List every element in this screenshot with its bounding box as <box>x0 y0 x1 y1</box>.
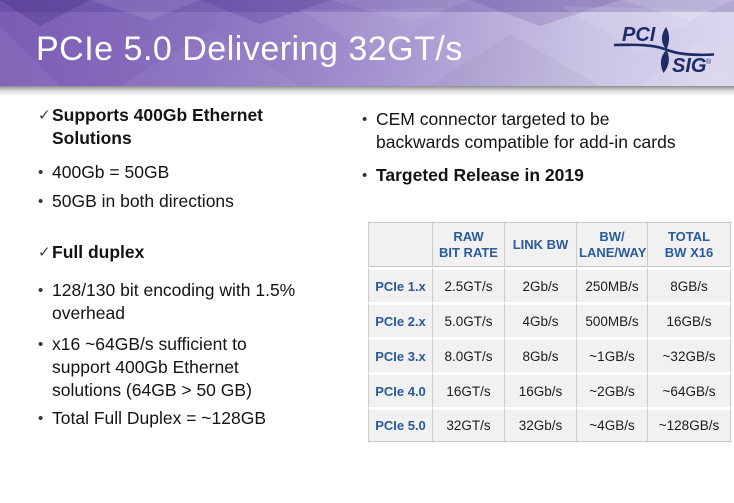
list-item-text: 400Gb = 50GB <box>52 162 170 182</box>
pci-sig-logo: PCI SIG ® <box>614 24 714 77</box>
right-column: • CEM connector targeted to be backwards… <box>352 108 727 187</box>
cell-total-bw-x16: 16GB/s <box>647 302 731 337</box>
cell-raw-bit-rate: 5.0GT/s <box>432 302 504 337</box>
check-icon: ✓ <box>38 107 51 124</box>
slide-title: PCIe 5.0 Delivering 32GT/s <box>36 30 463 68</box>
logo-text-pci: PCI <box>622 24 656 46</box>
row-label: PCIe 2.x <box>368 302 432 337</box>
cell-total-bw-x16: ~64GB/s <box>647 372 731 407</box>
table-row: PCIe 3.x 8.0GT/s 8Gb/s ~1GB/s ~32GB/s <box>368 337 731 372</box>
column-header-raw-bit-rate: RAW BIT RATE <box>432 222 504 267</box>
list-item-text: x16 ~64GB/s sufficient to support 400Gb … <box>52 334 252 400</box>
column-header-link-bw: LINK BW <box>504 222 576 267</box>
cell-raw-bit-rate: 16GT/s <box>432 372 504 407</box>
logo-swoosh <box>614 43 714 57</box>
list-item-text: Full duplex <box>52 242 145 262</box>
list-item-text: Supports 400Gb Ethernet Solutions <box>52 105 264 148</box>
cell-total-bw-x16: ~128GB/s <box>647 407 731 442</box>
table-corner-cell <box>368 222 432 267</box>
table-row: PCIe 4.0 16GT/s 16Gb/s ~2GB/s ~64GB/s <box>368 372 731 407</box>
bullet-icon: • <box>362 167 368 184</box>
row-label: PCIe 4.0 <box>368 372 432 407</box>
cell-link-bw: 32Gb/s <box>504 407 576 442</box>
cell-bw-per-lane: 500MB/s <box>576 302 647 337</box>
row-label: PCIe 1.x <box>368 267 432 302</box>
cell-bw-per-lane: ~1GB/s <box>576 337 647 372</box>
table-row: PCIe 2.x 5.0GT/s 4Gb/s 500MB/s 16GB/s <box>368 302 731 337</box>
header-lowpoly-texture <box>0 0 734 86</box>
list-item-text: 50GB in both directions <box>52 191 234 211</box>
logo-registered-mark: ® <box>706 58 712 66</box>
list-item: • x16 ~64GB/s sufficient to support 400G… <box>28 333 343 402</box>
bullet-icon: • <box>362 111 368 128</box>
cell-link-bw: 16Gb/s <box>504 372 576 407</box>
cell-link-bw: 4Gb/s <box>504 302 576 337</box>
list-item: • 128/130 bit encoding with 1.5% overhea… <box>28 279 343 325</box>
list-item: ✓ Supports 400Gb Ethernet Solutions <box>28 104 343 150</box>
cell-raw-bit-rate: 8.0GT/s <box>432 337 504 372</box>
cell-bw-per-lane: 250MB/s <box>576 267 647 302</box>
bullet-icon: • <box>38 193 44 210</box>
cell-raw-bit-rate: 32GT/s <box>432 407 504 442</box>
logo-leaf-bottom <box>660 50 669 73</box>
list-item: • Targeted Release in 2019 <box>352 164 727 187</box>
logo-text-sig: SIG <box>672 55 706 77</box>
bullet-icon: • <box>38 410 44 427</box>
column-header-bw-lane-way: BW/LANE/WAY <box>576 222 647 267</box>
row-label: PCIe 5.0 <box>368 407 432 442</box>
table-row: PCIe 5.0 32GT/s 32Gb/s ~4GB/s ~128GB/s <box>368 407 731 442</box>
cell-link-bw: 8Gb/s <box>504 337 576 372</box>
list-item-text: CEM connector targeted to be backwards c… <box>376 109 676 152</box>
cell-bw-per-lane: ~4GB/s <box>576 407 647 442</box>
cell-link-bw: 2Gb/s <box>504 267 576 302</box>
table-header-row: RAW BIT RATE LINK BW BW/LANE/WAY TOTAL BW … <box>368 222 731 267</box>
row-label: PCIe 3.x <box>368 337 432 372</box>
list-item-text: Total Full Duplex = ~128GB <box>52 408 267 428</box>
pcie-bandwidth-table: RAW BIT RATE LINK BW BW/LANE/WAY TOTAL BW … <box>368 222 731 442</box>
bullet-icon: • <box>38 282 44 299</box>
list-item-text: Targeted Release in 2019 <box>376 165 584 185</box>
logo-leaf-top <box>661 27 670 50</box>
bullet-icon: • <box>38 336 44 353</box>
cell-total-bw-x16: ~32GB/s <box>647 337 731 372</box>
list-item: • CEM connector targeted to be backwards… <box>352 108 727 154</box>
column-header-total-bw-x16: TOTAL BW X16 <box>647 222 731 267</box>
bullet-icon: • <box>38 164 44 181</box>
list-item: • 50GB in both directions <box>28 190 343 213</box>
list-item: • Total Full Duplex = ~128GB <box>28 407 343 430</box>
table-row: PCIe 1.x 2.5GT/s 2Gb/s 250MB/s 8GB/s <box>368 267 731 302</box>
left-column: ✓ Supports 400Gb Ethernet Solutions • 40… <box>28 104 343 430</box>
cell-total-bw-x16: 8GB/s <box>647 267 731 302</box>
cell-raw-bit-rate: 2.5GT/s <box>432 267 504 302</box>
list-item: • 400Gb = 50GB <box>28 161 343 184</box>
list-item-text: 128/130 bit encoding with 1.5% overhead <box>52 280 296 323</box>
list-item: ✓ Full duplex <box>28 241 343 264</box>
check-icon: ✓ <box>38 244 51 261</box>
cell-bw-per-lane: ~2GB/s <box>576 372 647 407</box>
header-banner: PCIe 5.0 Delivering 32GT/s PCI SIG ® <box>0 0 734 86</box>
header-shadow-divider <box>0 86 734 96</box>
